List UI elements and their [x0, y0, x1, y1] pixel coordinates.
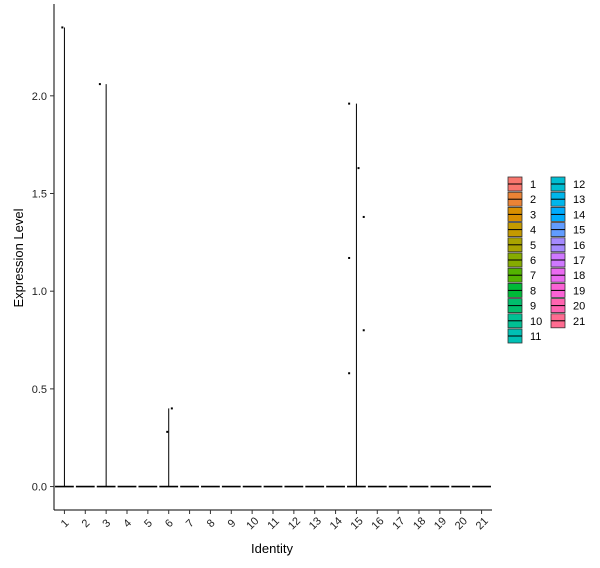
- legend-label: 1: [530, 179, 536, 191]
- x-tick-label: 16: [369, 515, 386, 532]
- legend-label: 3: [530, 209, 536, 221]
- legend-label: 8: [530, 285, 536, 297]
- x-tick-label: 14: [328, 515, 345, 532]
- data-point: [98, 83, 101, 86]
- x-tick-label: 15: [349, 515, 366, 532]
- legend-label: 7: [530, 270, 536, 282]
- data-points: [61, 26, 365, 433]
- legend-label: 15: [573, 225, 585, 237]
- legend-label: 20: [573, 301, 585, 313]
- legend-label: 2: [530, 194, 536, 206]
- legend-label: 5: [530, 240, 536, 252]
- data-point: [362, 329, 365, 332]
- x-tick-label: 4: [121, 517, 134, 530]
- legend-label: 17: [573, 255, 585, 267]
- y-tick-label: 0.5: [32, 384, 47, 396]
- x-axis-title: Identity: [251, 541, 293, 556]
- legend-label: 18: [573, 270, 585, 282]
- legend-label: 6: [530, 255, 536, 267]
- legend-label: 19: [573, 285, 585, 297]
- legend-label: 14: [573, 209, 585, 221]
- x-tick-label: 20: [453, 515, 470, 532]
- x-tick-label: 5: [142, 517, 155, 530]
- y-tick-label: 0.0: [32, 482, 47, 494]
- legend-label: 16: [573, 240, 585, 252]
- data-point: [170, 407, 173, 410]
- x-tick-label: 19: [432, 515, 449, 532]
- x-tick-label: 18: [411, 515, 428, 532]
- x-tick-label: 12: [286, 515, 303, 532]
- legend-label: 12: [573, 179, 585, 191]
- legend-label: 4: [530, 225, 536, 237]
- legend-label: 11: [530, 331, 541, 343]
- x-tick-label: 21: [474, 515, 491, 532]
- data-point: [362, 215, 365, 218]
- x-tick-label: 8: [205, 517, 218, 530]
- x-tick-label: 2: [80, 517, 93, 530]
- x-tick-label: 17: [390, 515, 407, 532]
- data-point: [348, 372, 351, 375]
- y-tick-label: 1.5: [32, 189, 47, 201]
- legend-label: 21: [573, 316, 585, 328]
- x-tick-label: 1: [59, 517, 72, 530]
- violins: [55, 27, 491, 488]
- data-point: [61, 26, 64, 29]
- legend-label: 13: [573, 194, 585, 206]
- data-point: [357, 167, 360, 170]
- legend-label: 10: [530, 316, 542, 328]
- y-axis-title: Expression Level: [11, 208, 26, 307]
- x-tick-label: 11: [265, 515, 282, 532]
- data-point: [348, 256, 351, 259]
- x-tick-label: 3: [100, 517, 113, 530]
- x-tick-label: 6: [163, 517, 176, 530]
- x-tick-label: 13: [307, 515, 324, 532]
- data-point: [166, 430, 169, 433]
- y-tick-label: 2.0: [32, 91, 47, 103]
- data-point: [348, 102, 351, 105]
- x-tick-label: 7: [184, 517, 197, 530]
- legend-label: 9: [530, 301, 536, 313]
- x-tick-label: 9: [226, 517, 239, 530]
- y-tick-label: 1.0: [32, 286, 47, 298]
- x-tick-label: 10: [244, 515, 261, 532]
